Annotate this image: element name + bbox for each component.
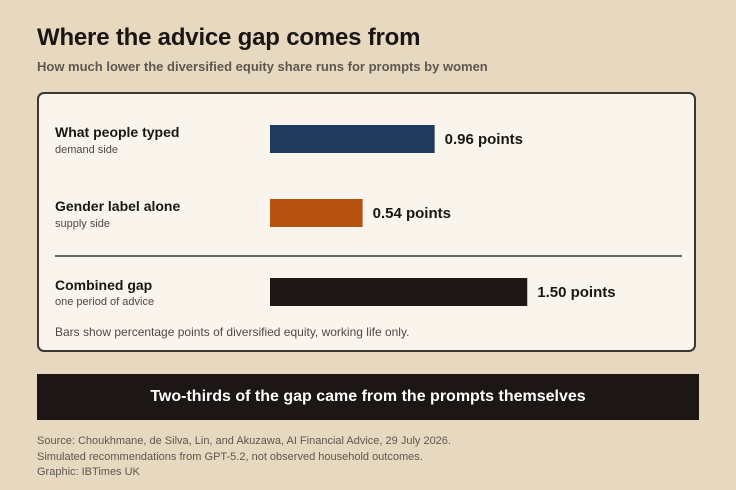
category-label-gender: Gender label alone xyxy=(55,198,181,214)
chart-note: Bars show percentage points of diversifi… xyxy=(55,325,410,339)
chart-panel: What people typed demand side Gender lab… xyxy=(37,92,696,352)
category-sublabel-typed: demand side xyxy=(55,144,118,156)
value-label-combined: 1.50 points xyxy=(537,284,615,301)
source-line: Source: Choukhmane, de Silva, Lin, and A… xyxy=(37,435,451,447)
chart-title: Where the advice gap comes from xyxy=(37,24,421,51)
category-sublabel-combined: one period of advice xyxy=(55,296,155,308)
value-label-typed: 0.96 points xyxy=(445,131,523,148)
bar-typed xyxy=(270,125,435,153)
source-line: Graphic: IBTimes UK xyxy=(37,466,140,478)
value-label-gender: 0.54 points xyxy=(373,205,451,222)
category-label-combined: Combined gap xyxy=(55,277,153,293)
category-sublabel-gender: supply side xyxy=(55,218,111,230)
bar-combined xyxy=(270,278,528,306)
bar-chart: 0.96 points 0.54 points 1.50 points xyxy=(55,125,682,306)
takeaway-banner: Two-thirds of the gap came from the prom… xyxy=(37,374,699,420)
category-label-typed: What people typed xyxy=(55,124,180,140)
source-line: Simulated recommendations from GPT-5.2, … xyxy=(37,450,423,463)
source-block: Source: Choukhmane, de Silva, Lin, and A… xyxy=(37,434,451,481)
chart-subtitle: How much lower the diversified equity sh… xyxy=(37,59,488,74)
bar-gender xyxy=(270,199,363,227)
